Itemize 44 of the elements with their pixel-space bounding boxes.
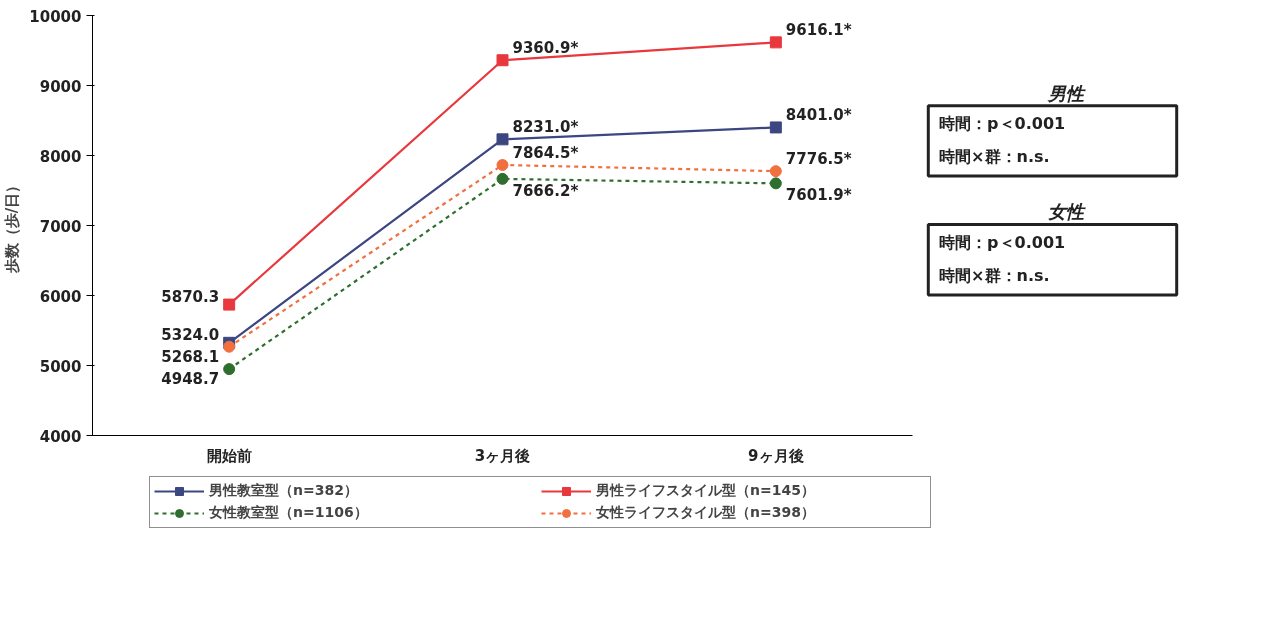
data-label: 7776.5*: [785, 150, 852, 169]
point: [769, 121, 782, 134]
point: [769, 177, 782, 190]
y-tick-label: 6000: [39, 287, 82, 306]
data-label: 5870.3: [161, 287, 220, 306]
text: 時間：p＜0.001: [939, 113, 1066, 133]
y-axis-title: 歩数（歩/日）: [3, 177, 22, 275]
data-label: 4948.7: [161, 370, 220, 389]
data-label: 7601.9*: [785, 186, 852, 205]
data-label: 8231.0*: [512, 118, 579, 137]
point: [223, 340, 236, 353]
data-label: 9616.1*: [785, 21, 852, 40]
point: [496, 172, 509, 185]
legend-label: 男性ライフスタイル型（n=145）: [596, 482, 816, 500]
text: 時間×群：n.s.: [939, 265, 1050, 285]
x-tick-label: 開始前: [206, 446, 252, 465]
data-label: 8401.0*: [785, 106, 852, 125]
data-label: 5324.0: [161, 325, 220, 344]
x-tick-label: 3ヶ月後: [474, 446, 531, 465]
point: [496, 54, 509, 67]
data-label: 7666.2*: [512, 181, 579, 200]
point: [496, 159, 509, 171]
data-label: 9360.9*: [512, 39, 579, 58]
y-tick-label: 7000: [39, 217, 82, 236]
point: [769, 36, 782, 49]
text: 男性: [1047, 82, 1086, 104]
point: [769, 165, 782, 178]
text: 時間×群：n.s.: [939, 146, 1050, 166]
y-tick-label: 5000: [39, 357, 82, 376]
legend-label: 男性教室型（n=382）: [209, 482, 359, 500]
legend-label: 女性教室型（n=1106）: [209, 504, 369, 522]
y-tick-label: 9000: [39, 77, 82, 96]
point: [223, 298, 236, 311]
data-label: 5268.1: [161, 347, 220, 366]
x-tick-label: 9ヶ月後: [748, 446, 804, 465]
point: [496, 133, 509, 146]
point: [223, 363, 236, 376]
y-tick-label: 8000: [39, 147, 82, 166]
data-label: 7864.5*: [512, 143, 579, 162]
text: 時間：p＜0.001: [939, 232, 1066, 252]
y-tick-label: 4000: [39, 427, 82, 446]
legend-label: 女性ライフスタイル型（n=398）: [596, 504, 816, 522]
y-tick-label: 10000: [29, 7, 82, 26]
text: 女性: [1048, 201, 1086, 223]
